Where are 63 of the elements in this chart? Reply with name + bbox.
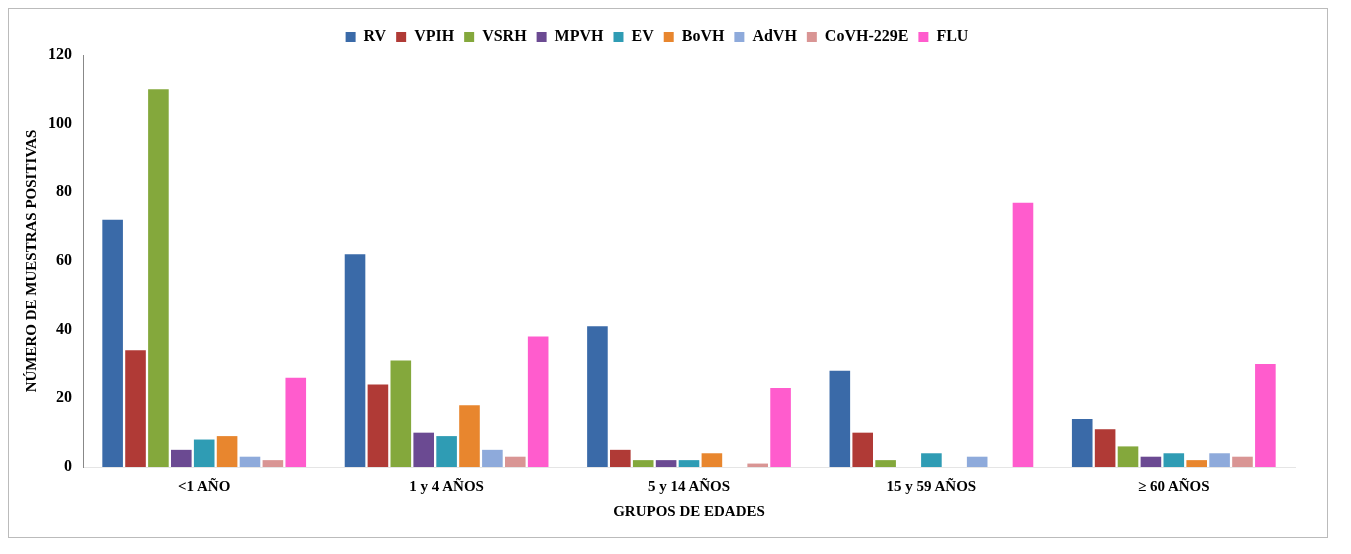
legend-label: CoVH-229E [824,27,909,45]
bar [770,388,791,467]
bar [678,460,700,467]
bar [701,453,723,467]
x-tick-label: 1 y 4 AÑOS [409,476,484,494]
bar [875,460,896,467]
bar [1012,202,1034,467]
bar [1209,453,1230,467]
bar [1071,418,1093,467]
x-tick-label: 5 y 14 AÑOS [647,476,731,494]
legend-label: BoVH [681,27,725,45]
bar [390,360,412,467]
y-axis-title: NÚMERO DE MUESTRAS POSITIVAS [22,129,39,393]
bar [921,453,942,467]
x-tick-label: <1 AÑO [178,476,231,494]
bar [632,460,654,467]
bar [610,449,631,467]
bar [1186,460,1207,467]
legend-label: AdVH [752,27,798,45]
y-tick-label: 20 [56,388,72,406]
legend-label: VPIH [414,27,455,45]
bar [1140,456,1162,467]
bar [216,436,238,467]
x-axis-title: GRUPOS DE EDADES [613,502,765,519]
bar [966,456,988,467]
legend-label: FLU [936,27,969,45]
bar [344,254,366,467]
bar [436,436,457,467]
legend-label: RV [363,27,387,45]
bar [459,405,480,467]
bar [171,449,192,467]
y-tick-label: 80 [56,182,72,200]
bar [262,460,284,467]
legend-label: EV [631,27,655,45]
bar [527,336,549,467]
x-tick-label: 15 y 59 AÑOS [886,476,977,494]
bar [239,456,261,467]
bar [1232,456,1253,467]
bar [413,432,435,467]
y-tick-label: 60 [56,251,72,269]
bar [852,432,874,467]
bar [587,326,608,467]
bar [125,350,146,467]
bar [482,449,503,467]
bar [1117,446,1139,467]
bar [367,384,389,467]
bar [829,370,851,467]
legend-label: MPVH [554,27,605,45]
bar [193,439,215,467]
y-tick-label: 100 [48,113,72,131]
bar [285,377,307,467]
legend-label: VSRH [482,27,528,45]
bar [655,460,677,467]
bar [1163,453,1185,467]
y-tick-label: 120 [48,45,72,63]
bar [1094,429,1116,467]
y-tick-label: 40 [56,319,72,337]
bar [504,456,526,467]
y-tick-label: 0 [64,457,72,475]
bar [148,89,169,467]
bar [102,219,123,467]
bar [1255,364,1276,467]
x-tick-label: ≥ 60 AÑOS [1138,476,1210,494]
